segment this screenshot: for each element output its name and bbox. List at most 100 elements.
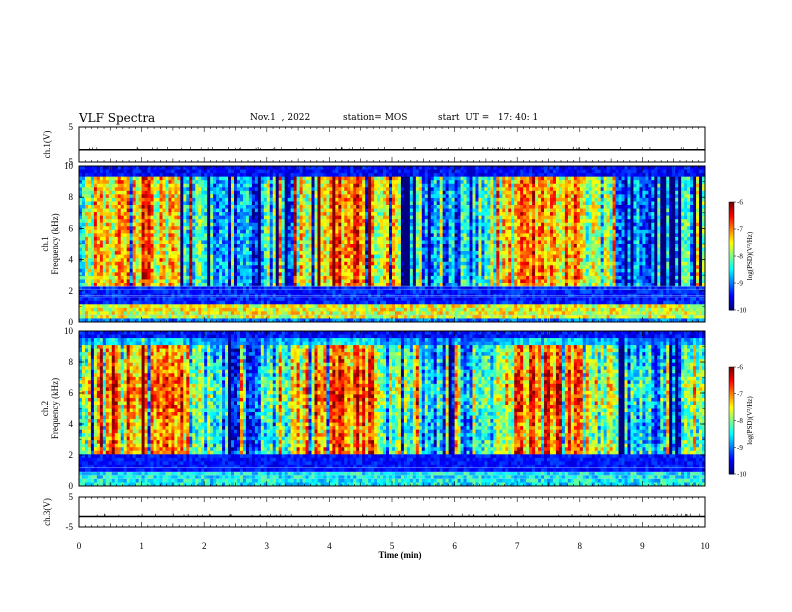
spectrogram-cell [189, 251, 193, 256]
spectrogram-cell [204, 180, 208, 185]
spectrogram-cell [344, 314, 348, 319]
spectrogram-cell [231, 226, 235, 231]
spectrogram-cell [380, 279, 384, 284]
spectrogram-cell [99, 166, 104, 170]
spectrogram-cell [275, 222, 280, 227]
spectrogram-cell [105, 304, 110, 309]
spectrogram-cell [341, 244, 345, 248]
spectrogram-cell [207, 279, 211, 284]
spectrogram-cell [222, 307, 226, 312]
spectrogram-cell [111, 300, 116, 305]
spectrogram-cell [290, 176, 295, 181]
spectrogram-cell [272, 219, 277, 224]
spectrogram-cell [251, 286, 256, 291]
spectrogram-cell [198, 240, 202, 245]
spectrogram-cell [305, 173, 309, 178]
spectrogram-cell [260, 261, 265, 266]
spectrogram-cell [201, 304, 205, 309]
spectrogram-cell [183, 254, 187, 259]
spectrogram-cell [219, 254, 223, 259]
spectrogram-cell [225, 208, 229, 213]
spectrogram-cell [159, 279, 163, 284]
spectrogram-cell [290, 311, 295, 316]
spectrogram-cell [132, 180, 137, 185]
spectrogram-cell [368, 318, 372, 323]
spectrogram-cell [251, 190, 256, 195]
spectrogram-cell [278, 268, 283, 273]
spectrogram-cell [153, 166, 157, 170]
spectrogram-cell [242, 300, 247, 305]
spectrogram-cell [150, 187, 154, 192]
spectrogram-cell [198, 300, 202, 305]
spectrogram-cell [284, 286, 289, 291]
spectrogram-cell [236, 205, 241, 209]
spectrogram-cell [213, 212, 217, 217]
spectrogram-cell [383, 265, 387, 270]
spectrogram-cell [332, 180, 336, 185]
spectrogram-cell [141, 314, 145, 319]
spectrogram-cell [347, 197, 351, 202]
spectrogram-cell [81, 187, 86, 192]
spectrogram-cell [150, 233, 154, 238]
spectrogram-cell [177, 169, 181, 174]
spectrogram-cell [231, 208, 235, 213]
spectrogram-cell [284, 212, 289, 217]
spectrogram-cell [234, 261, 238, 266]
spectrogram-cell [251, 297, 256, 302]
spectrogram-cell [231, 197, 235, 202]
spectrogram-cell [302, 169, 306, 174]
spectrogram-cell [311, 240, 315, 245]
spectrogram-cell [365, 283, 369, 287]
spectrogram-cell [344, 286, 348, 291]
spectrogram-cell [231, 176, 235, 181]
spectrogram-cell [171, 311, 175, 316]
spectrogram-cell [302, 219, 306, 224]
spectrogram-cell [153, 194, 157, 199]
spectrogram-cell [341, 205, 345, 209]
spectrogram-cell [171, 226, 175, 231]
spectrogram-cell [84, 205, 89, 209]
spectrogram-cell [183, 304, 187, 309]
spectrogram-cell [192, 166, 196, 170]
spectrogram-cell [222, 183, 226, 188]
spectrogram-cell [159, 173, 163, 178]
spectrogram-cell [341, 290, 345, 295]
spectrogram-cell [281, 169, 286, 174]
spectrogram-cell [156, 307, 160, 312]
spectrogram-cell [320, 297, 324, 302]
spectrogram-cell [371, 176, 375, 181]
spectrogram-cell [350, 304, 354, 309]
spectrogram-cell [260, 286, 265, 291]
spectrogram-cell [362, 311, 366, 316]
spectrogram-cell [123, 261, 128, 266]
spectrogram-cell [126, 311, 131, 316]
spectrogram-cell [111, 166, 116, 170]
spectrogram-cell [263, 215, 268, 220]
spectrogram-cell [120, 219, 125, 224]
spectrogram-cell [350, 190, 354, 195]
spectrogram-cell [263, 169, 268, 174]
spectrogram-cell [213, 197, 217, 202]
spectrogram-cell [159, 251, 163, 256]
spectrogram-cell [126, 279, 131, 284]
spectrogram-cell [257, 311, 262, 316]
spectrogram-cell [195, 244, 199, 248]
spectrogram-cell [377, 222, 381, 227]
spectrogram-cell [96, 318, 101, 323]
spectrogram-cell [147, 272, 151, 277]
spectrogram-cell [341, 311, 345, 316]
spectrogram-cell [350, 283, 354, 287]
spectrogram-cell [189, 205, 193, 209]
spectrogram-cell [108, 254, 113, 259]
spectrogram-cell [338, 194, 342, 199]
spectrogram-cell [383, 318, 387, 323]
spectrogram-cell [287, 226, 292, 231]
spectrogram-cell [311, 215, 315, 220]
spectrogram-cell [153, 290, 157, 295]
spectrogram-cell [132, 233, 137, 238]
spectrogram-cell [290, 197, 295, 202]
spectrogram-cell [93, 318, 98, 323]
spectrogram-cell [150, 283, 154, 287]
spectrogram-cell [269, 297, 274, 302]
spectrogram-cell [174, 215, 178, 220]
